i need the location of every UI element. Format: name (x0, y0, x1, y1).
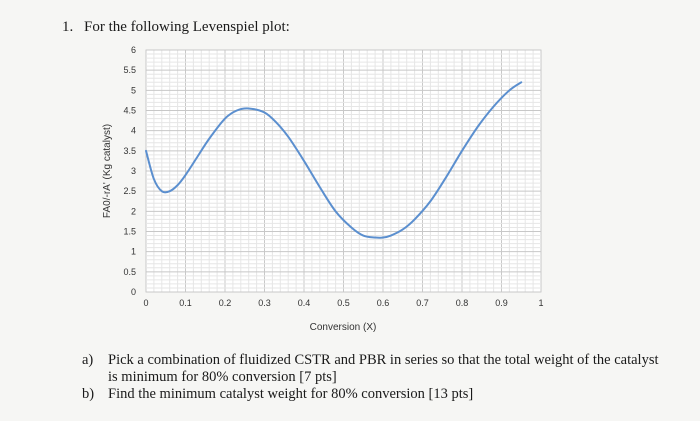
x-tick-label: 0.6 (377, 298, 390, 308)
y-tick-label: 3 (131, 166, 136, 176)
y-tick-label: 0 (131, 287, 136, 297)
x-tick-labels: 0 0.1 0.2 0.3 0.4 0.5 0.6 0.7 0.8 0.9 1 (143, 298, 543, 308)
y-axis-label: FA0/-rA' (Kg catalyst) (102, 124, 113, 218)
y-tick-labels: 0 0.5 1 1.5 2 2.5 3 3.5 4 4.5 5 5.5 6 (123, 45, 136, 297)
question-title: 1. For the following Levenspiel plot: (62, 19, 290, 36)
series-line (145, 81, 523, 239)
chart-svg: 00.511.522.533.544.555.56 0 0.1 0.2 0.3 0.4 0… (102, 45, 544, 333)
x-tick-label: 0.7 (416, 298, 429, 308)
question-text: For the following Levenspiel plot: (84, 19, 290, 35)
x-tick-label: 0.8 (456, 298, 469, 308)
x-tick-label: 0.9 (495, 298, 508, 308)
part-b: b) Find the minimum catalyst weight for … (82, 386, 662, 403)
y-tick-label: 2.5 (123, 186, 136, 196)
part-b-text: Find the minimum catalyst weight for 80%… (108, 386, 474, 402)
part-a-label: a) (82, 352, 94, 368)
x-tick-label: 0 (143, 298, 148, 308)
x-tick-label: 0.1 (179, 298, 192, 308)
y-tick-label: 1.5 (123, 227, 136, 237)
y-tick-label: 4.5 (123, 106, 136, 116)
y-tick-label: 3.5 (123, 146, 136, 156)
y-tick-label: 0.5 (123, 267, 136, 277)
y-tick-label: 4 (131, 126, 136, 136)
x-tick-label: 1 (538, 298, 543, 308)
question-parts: a) Pick a combination of fluidized CSTR … (82, 352, 662, 403)
part-a: a) Pick a combination of fluidized CSTR … (82, 352, 662, 386)
chart-grid (145, 49, 542, 293)
part-a-text: Pick a combination of fluidized CSTR and… (108, 352, 659, 385)
y-tick-label: 2 (131, 206, 136, 216)
levenspiel-chart: 0 0.5 1 1.5 2 2.5 3 3.5 4 4.5 5 5.5 6 0 0.1 0.2 0.3 0.4 0… (96, 40, 566, 340)
y-tick-label: 5.5 (123, 65, 136, 75)
y-tick-label: 6 (131, 45, 136, 55)
chart-series (145, 81, 523, 239)
question-number: 1. (62, 19, 74, 35)
x-tick-label: 0.2 (219, 298, 232, 308)
x-axis-label: Conversion (X) (310, 322, 377, 333)
y-tick-label: 5 (131, 85, 136, 95)
x-tick-label: 0.4 (298, 298, 311, 308)
x-tick-label: 0.5 (337, 298, 350, 308)
x-tick-label: 0.3 (258, 298, 271, 308)
part-b-label: b) (82, 386, 95, 402)
y-tick-label: 1 (131, 247, 136, 257)
